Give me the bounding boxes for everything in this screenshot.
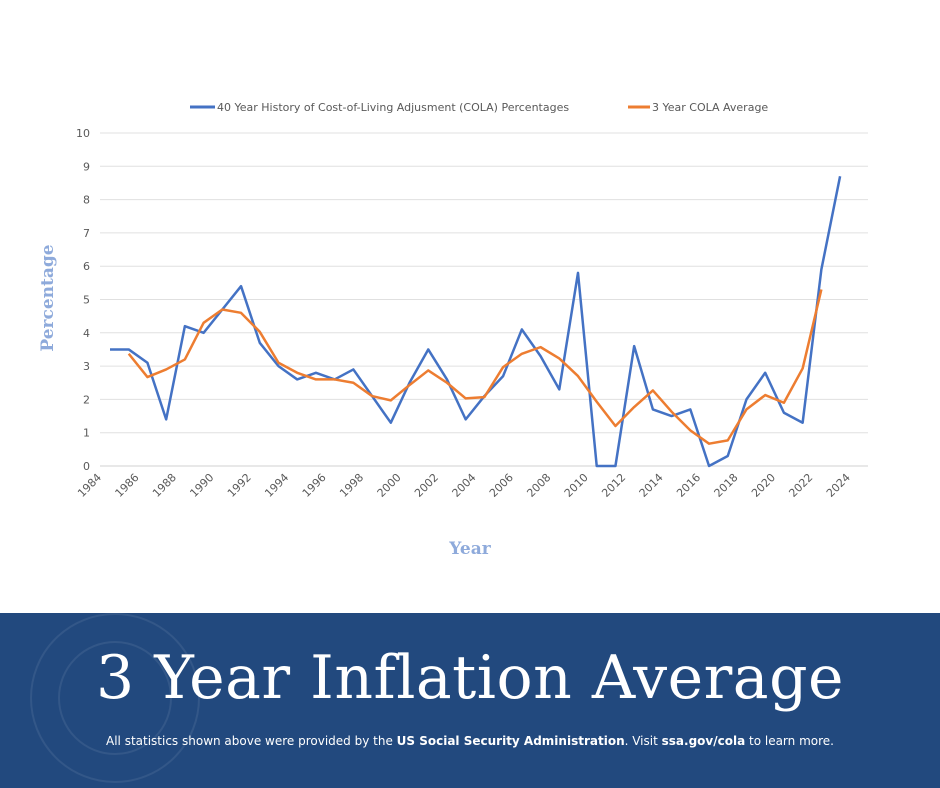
x-tick-label: 2000: [375, 471, 404, 500]
series-line-cola: [110, 176, 842, 468]
x-tick-label: 2016: [674, 471, 703, 500]
cola-line-chart: 0 1 2 3 4 5 6 7 8 9 10 1984 1986 1988 1990 1992 1994 1996…: [38, 101, 868, 559]
x-tick-label: 1988: [150, 471, 179, 500]
x-tick-label: 1994: [262, 471, 291, 500]
y-tick-label: 3: [83, 360, 90, 373]
x-tick-label: 2008: [524, 471, 553, 500]
x-tick-label: 2020: [749, 471, 778, 500]
banner-subtitle: All statistics shown above were provided…: [0, 734, 940, 748]
township-seal-inner: [58, 641, 172, 755]
banner-title: 3 Year Inflation Average: [96, 643, 844, 713]
y-axis-title: Percentage: [38, 244, 58, 351]
legend-label: 3 Year COLA Average: [652, 101, 768, 114]
x-tick-label: 1986: [113, 471, 142, 500]
footer-banner: 3 Year Inflation Average All statistics …: [0, 613, 940, 788]
x-tick-label: 2006: [487, 471, 516, 500]
y-tick-label: 8: [83, 194, 90, 207]
x-tick-label: 1990: [187, 471, 216, 500]
y-tick-label: 10: [76, 127, 90, 140]
x-tick-label: 2012: [599, 471, 628, 500]
x-tick-label: 2024: [824, 471, 853, 500]
x-tick-label: 2010: [562, 471, 591, 500]
township-seal-watermark: [30, 613, 200, 783]
x-tick-label: 2002: [412, 471, 441, 500]
y-tick-label: 1: [83, 427, 90, 440]
y-tick-label: 5: [83, 294, 90, 307]
subtitle-text: All statistics shown above were provided…: [106, 734, 397, 748]
x-tick-label: 2022: [786, 471, 815, 500]
legend-label: 40 Year History of Cost-of-Living Adjusm…: [217, 101, 569, 114]
subtitle-text: to learn more.: [745, 734, 834, 748]
series-line-3yr-average: [127, 289, 823, 445]
x-tick-label: 2004: [450, 471, 479, 500]
y-tick-label: 9: [83, 160, 90, 173]
y-tick-label: 2: [83, 393, 90, 406]
ssa-link[interactable]: ssa.gov/cola: [661, 734, 746, 748]
x-tick-label: 2014: [637, 471, 666, 500]
x-tick-label: 1992: [225, 471, 254, 500]
y-tick-label: 7: [83, 227, 90, 240]
x-axis-title: Year: [448, 539, 491, 559]
subtitle-org: US Social Security Administration: [396, 734, 625, 748]
x-tick-label: 1996: [300, 471, 329, 500]
y-tick-label: 6: [83, 260, 90, 273]
y-tick-label: 0: [83, 460, 90, 473]
subtitle-text: . Visit: [624, 734, 662, 748]
y-tick-label: 4: [83, 327, 90, 340]
x-tick-label: 2018: [712, 471, 741, 500]
x-tick-label: 1984: [75, 471, 104, 500]
x-tick-label: 1998: [337, 471, 366, 500]
